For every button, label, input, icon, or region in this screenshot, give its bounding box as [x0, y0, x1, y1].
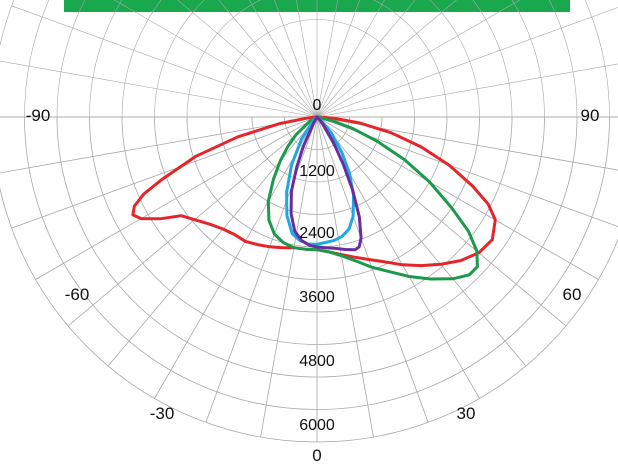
- grid-spoke: [154, 116, 318, 399]
- grid-spoke-upper: [316, 0, 521, 118]
- grid-spoke: [35, 116, 318, 280]
- grid-spoke-upper: [316, 0, 416, 118]
- angle-label: 60: [563, 285, 582, 304]
- angle-label: 90: [581, 106, 600, 125]
- angle-label: -30: [150, 404, 175, 423]
- grid-spoke: [0, 116, 318, 174]
- grid-spoke-upper: [316, 7, 618, 118]
- series-line: [285, 115, 356, 246]
- radial-tick-label: 6000: [299, 417, 335, 434]
- radial-tick-label: 0: [313, 97, 322, 114]
- grid-spoke: [316, 116, 567, 327]
- grid-spoke: [260, 116, 318, 438]
- grid-spoke: [107, 116, 318, 367]
- series-group: [131, 115, 497, 281]
- grid-spoke: [316, 116, 429, 423]
- grid-ring-upper: [186, 0, 448, 118]
- grid-spoke-upper: [0, 60, 318, 118]
- grid-spoke: [205, 116, 318, 423]
- grid-ring-upper: [89, 0, 545, 118]
- grid-spoke-upper: [316, 0, 457, 118]
- grid-spoke: [67, 116, 318, 327]
- grid-spoke-upper: [316, 0, 360, 118]
- grid-spoke-upper: [11, 5, 318, 118]
- grid-spoke-upper: [249, 0, 318, 118]
- grid-spoke-upper: [316, 63, 618, 118]
- grid-spoke-upper: [316, 0, 385, 118]
- radial-tick-label: 3600: [299, 289, 335, 306]
- angle-label: -60: [65, 285, 90, 304]
- axis-labels: 0 1200 2400 3600 4800 6000 -90 -60 -30 0 30 60 90: [26, 97, 600, 465]
- radial-tick-label: 2400: [299, 225, 335, 242]
- angle-label: 30: [457, 404, 476, 423]
- grid-spoke: [316, 116, 599, 280]
- grid-ring-upper: [0, 0, 15, 48]
- grid-spoke-upper: [218, 0, 318, 118]
- series-line: [289, 115, 363, 252]
- radial-tick-label: 4800: [299, 353, 335, 370]
- grid-spoke: [316, 116, 374, 438]
- polar-grid: [0, 0, 618, 443]
- angle-label: 0: [312, 446, 321, 465]
- grid-spoke-upper: [274, 0, 318, 118]
- series-line: [266, 115, 479, 281]
- grid-ring-upper: [154, 0, 480, 118]
- grid-spoke-upper: [316, 0, 338, 118]
- radial-tick-label: 1200: [299, 163, 335, 180]
- grid-spoke-upper: [177, 0, 318, 118]
- grid-spoke: [316, 116, 527, 367]
- grid-spoke-upper: [113, 0, 318, 118]
- grid-spoke: [11, 116, 318, 229]
- grid-spoke-upper: [296, 0, 318, 118]
- grid-ring-upper: [121, 0, 513, 118]
- angle-label: -90: [26, 106, 51, 125]
